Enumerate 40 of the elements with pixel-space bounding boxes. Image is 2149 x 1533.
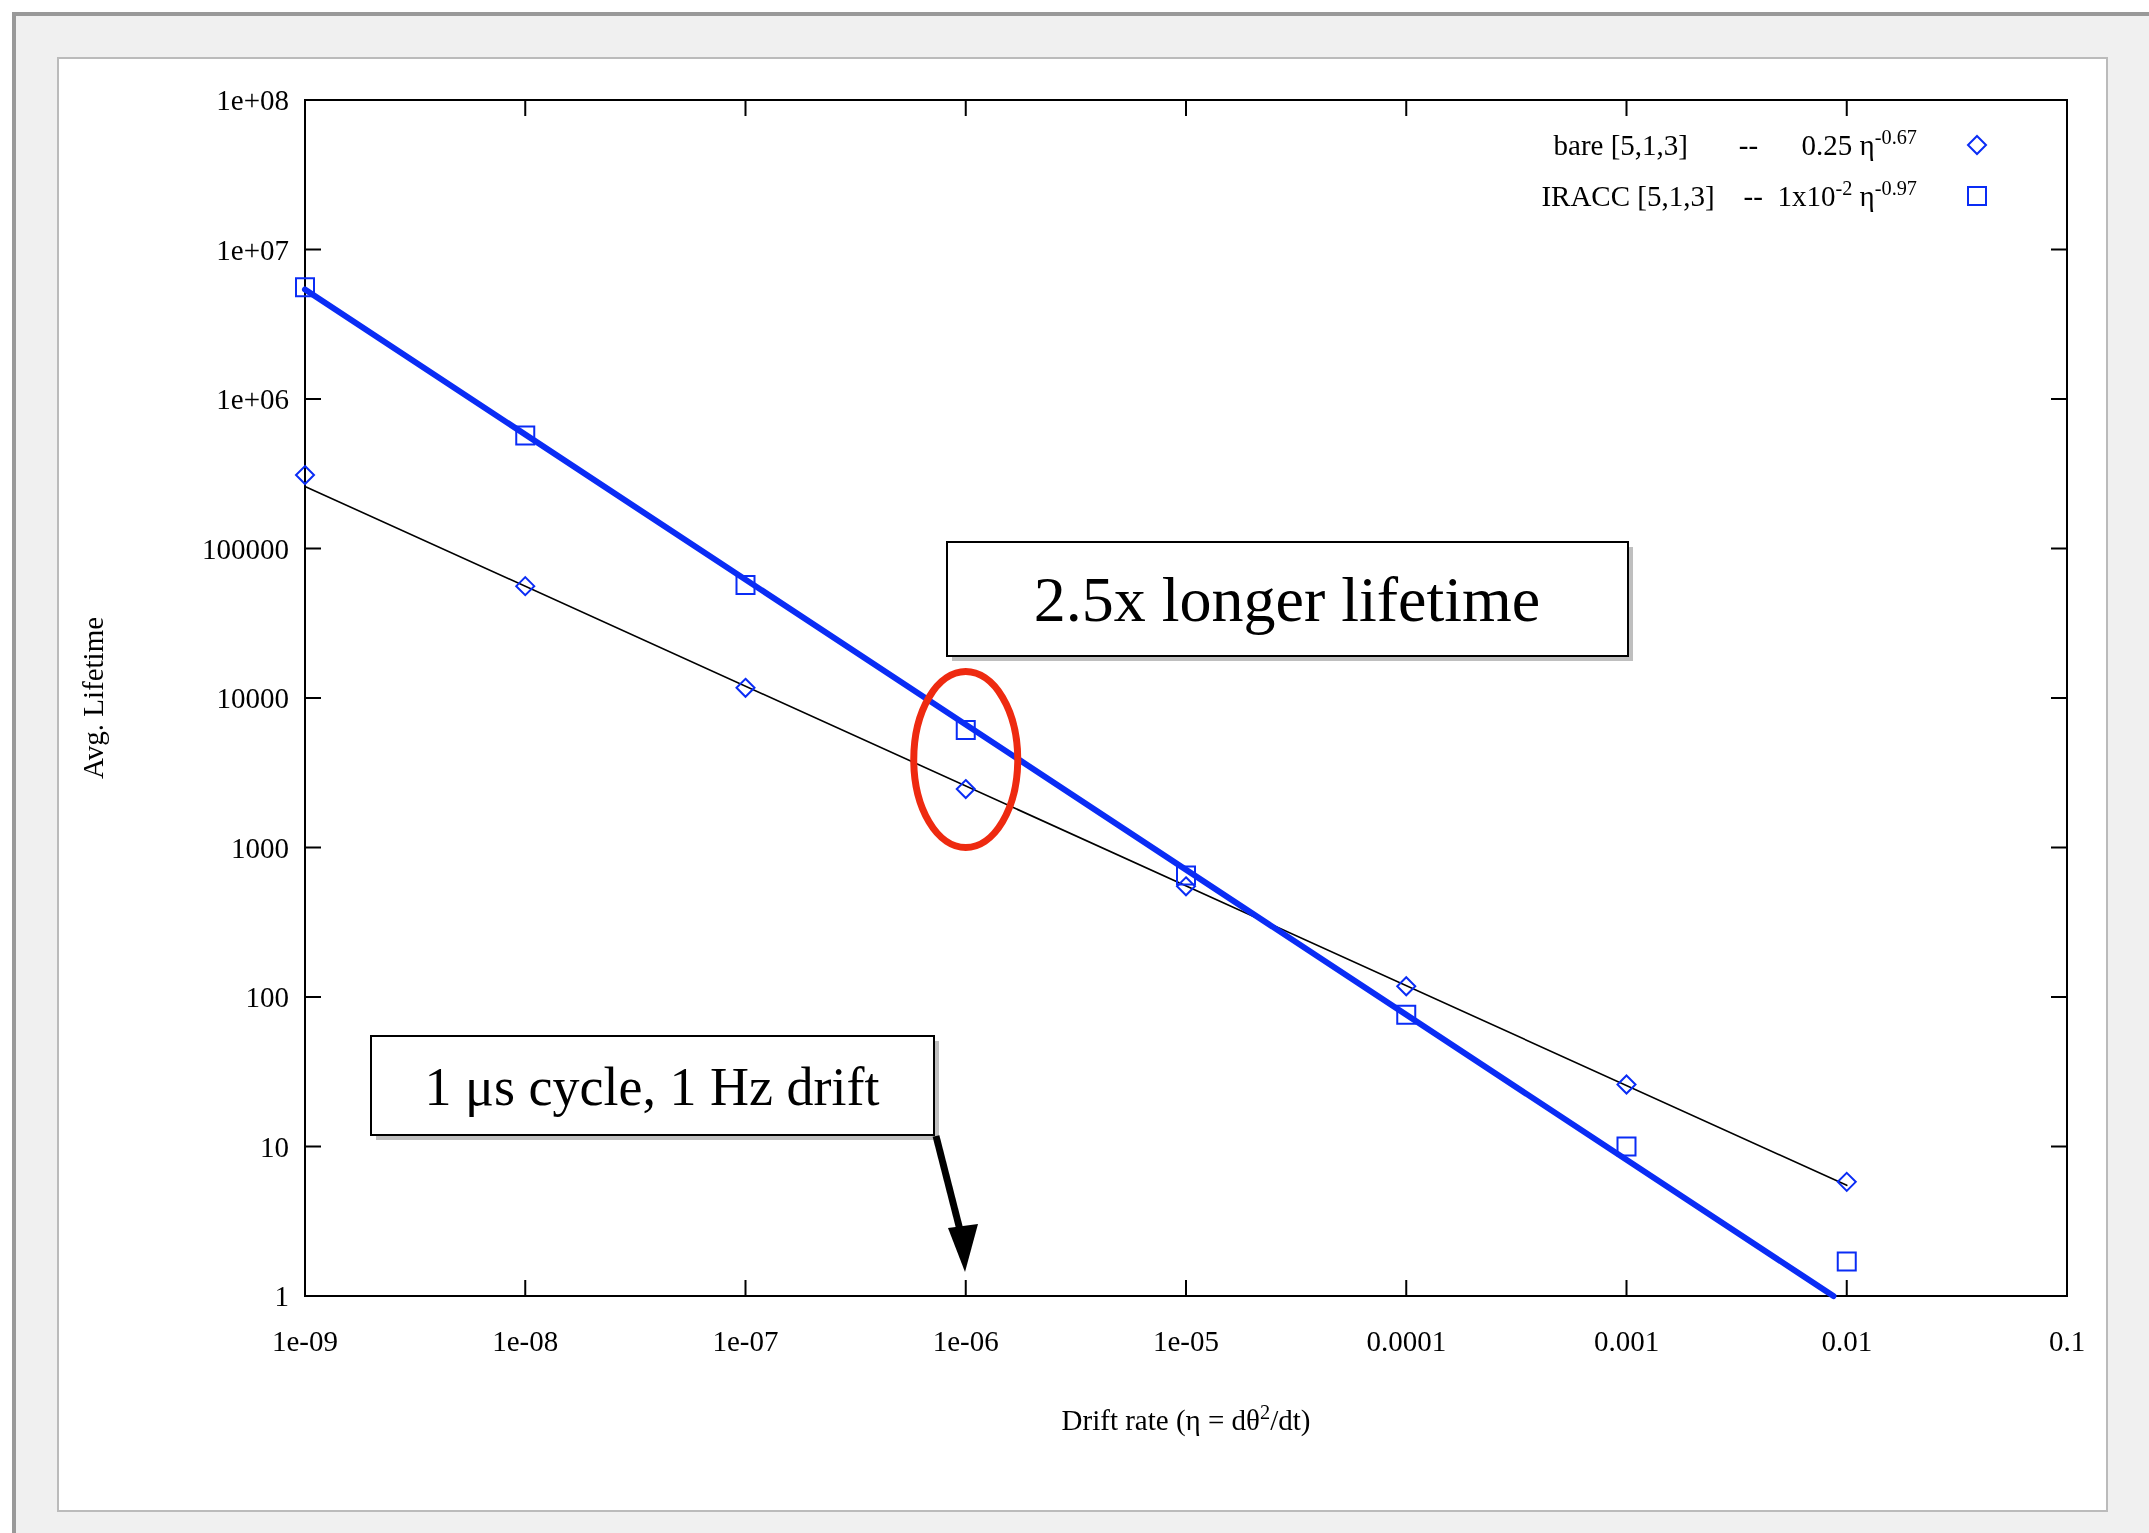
point — [735, 677, 756, 698]
point — [1616, 1136, 1637, 1157]
y-tick-label: 1e+08 — [216, 84, 289, 117]
x-tick-label: 0.01 — [1821, 1325, 1873, 1357]
point — [1176, 865, 1196, 886]
y-tick-label: 100000 — [202, 532, 289, 565]
point — [1396, 976, 1417, 997]
point — [295, 277, 315, 298]
point — [1176, 876, 1196, 897]
y-tick-label: 1e+06 — [216, 383, 289, 416]
x-tick-label: 1e-08 — [492, 1325, 559, 1357]
point — [735, 575, 756, 595]
y-tick-label: 1000 — [231, 831, 289, 864]
y-tick-label: 1e+07 — [216, 233, 289, 266]
x-tick-label: 0.001 — [1593, 1325, 1660, 1357]
x-tick-label: 0.0001 — [1366, 1325, 1447, 1357]
legend-label: bare [5,1,3] -- 0.25 η$^{-0.67}$ — [1553, 126, 1917, 162]
y-tick-label: 10000 — [216, 682, 289, 715]
y-axis-title: Avg. Lifetime — [77, 616, 109, 780]
point — [1396, 1004, 1417, 1025]
annotation: 2.5x longer lifetime — [1033, 564, 1541, 636]
point — [515, 576, 536, 597]
point — [1836, 1251, 1857, 1272]
point — [955, 720, 976, 741]
annotation: 1 μs cycle, 1 Hz drift — [424, 1056, 880, 1117]
x-tick-label: 1e-06 — [932, 1325, 999, 1357]
y-tick-label: 100 — [245, 981, 289, 1014]
point — [515, 425, 536, 446]
x-tick-label: 1e-07 — [712, 1325, 779, 1357]
x-tick-label: 1e-05 — [1152, 1325, 1220, 1357]
point — [1836, 1171, 1857, 1192]
y-tick-label: 10 — [260, 1130, 289, 1163]
point — [295, 465, 315, 486]
y-tick-label: 1 — [274, 1280, 289, 1313]
x-axis-title: Drift rate (η = dθ$^{2}$/dt) — [1061, 1401, 1311, 1437]
x-tick-label: 1e-09 — [271, 1325, 339, 1357]
legend-label: IRACC [5,1,3] -- 1x10$^{-2}$ η$^{-0.97}$ — [1541, 177, 1917, 213]
point — [955, 779, 976, 800]
point — [1616, 1074, 1637, 1095]
x-tick-label: 0.1 — [2048, 1325, 2086, 1357]
